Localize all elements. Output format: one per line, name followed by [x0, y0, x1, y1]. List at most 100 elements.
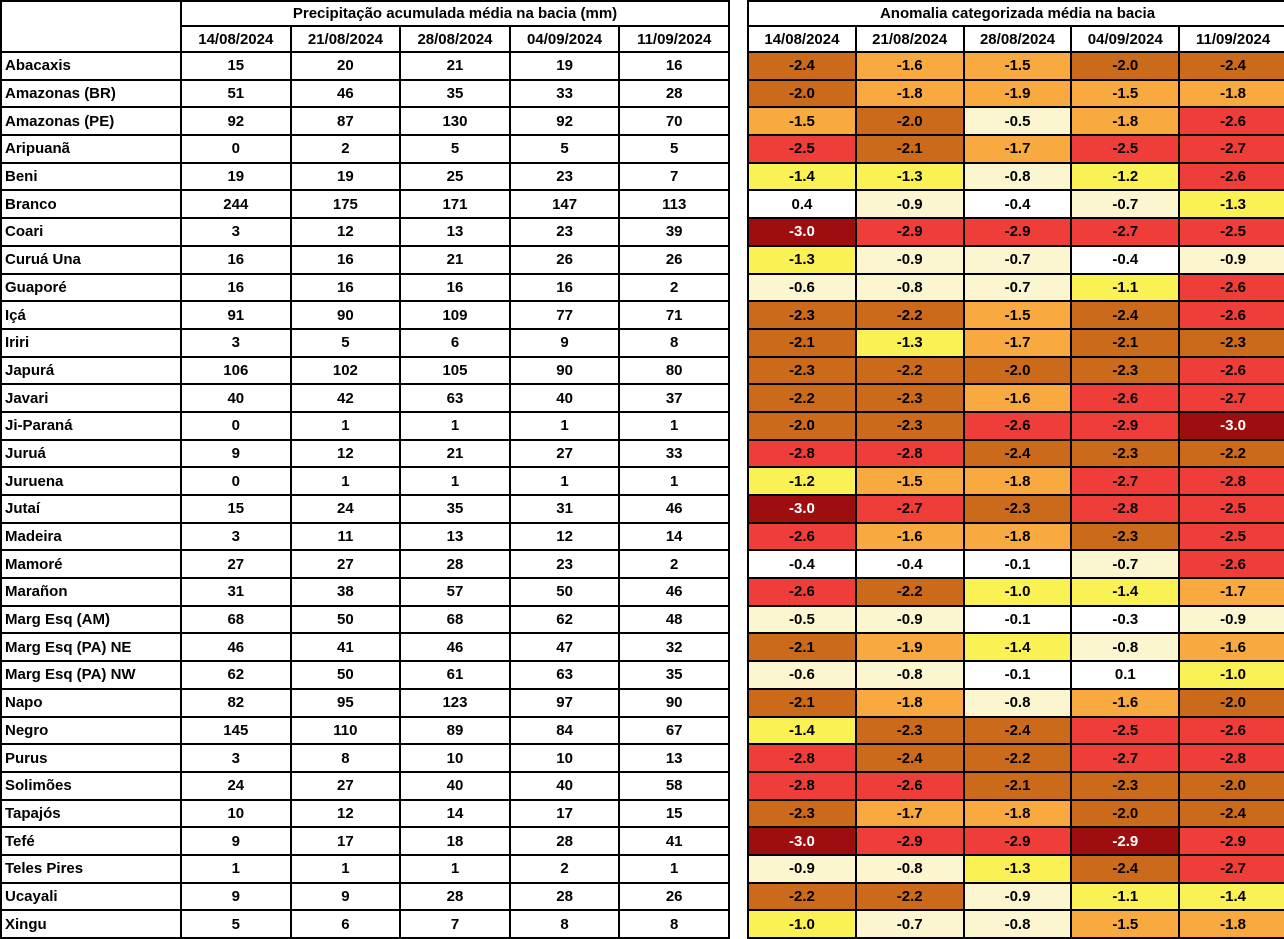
- precip-value-cell: 1: [180, 853, 292, 884]
- anomaly-value-cell: -2.6: [1178, 715, 1284, 746]
- precip-value-cell: 91: [180, 300, 292, 330]
- precip-value-cell: 1: [399, 410, 511, 441]
- precip-value-cell: 5: [399, 134, 511, 164]
- anomaly-value-cell: -1.8: [1178, 78, 1284, 109]
- precip-value-cell: 244: [180, 189, 292, 220]
- date-header: 14/08/2024: [180, 25, 292, 53]
- precip-value-cell: 47: [508, 632, 621, 663]
- anomaly-value-cell: -1.4: [962, 632, 1073, 663]
- anomaly-value-cell: -1.6: [854, 51, 965, 81]
- anomaly-value-cell: -0.7: [1070, 549, 1181, 580]
- anomaly-value-cell: -2.8: [1178, 466, 1284, 496]
- anomaly-value-cell: -3.0: [747, 494, 857, 524]
- anomaly-value-cell: -2.9: [854, 217, 965, 247]
- table-row: Amazonas (PE) 92 87 130 92 70: [0, 106, 731, 137]
- anomaly-value-cell: -2.4: [1178, 51, 1284, 81]
- precip-value-cell: 105: [399, 355, 511, 386]
- anomaly-value-cell: -2.4: [747, 51, 857, 81]
- anomaly-value-cell: -2.5: [1070, 134, 1181, 164]
- precip-value-cell: 12: [508, 521, 621, 552]
- precip-value-cell: 28: [399, 881, 511, 912]
- anomaly-value-cell: -2.4: [962, 438, 1073, 469]
- anomaly-value-cell: -2.0: [962, 355, 1073, 386]
- anomaly-value-cell: -2.3: [1070, 770, 1181, 801]
- precip-value-cell: 92: [180, 106, 292, 137]
- anomaly-value-cell: -2.3: [1070, 438, 1181, 469]
- anomaly-value-cell: -3.0: [747, 217, 857, 247]
- anomaly-value-cell: -2.9: [1070, 410, 1181, 441]
- anomaly-value-cell: -2.3: [854, 383, 965, 413]
- table-row: -2.2 -2.3 -1.6 -2.6 -2.7: [747, 383, 1284, 413]
- anomaly-value-cell: -0.7: [962, 272, 1073, 303]
- table-row: Xingu 5 6 7 8 8: [0, 909, 731, 939]
- anomaly-value-cell: -2.1: [962, 770, 1073, 801]
- precip-value-cell: 10: [399, 743, 511, 773]
- anomaly-value-cell: -1.3: [747, 244, 857, 275]
- precip-value-cell: 27: [289, 549, 402, 580]
- anomaly-value-cell: -0.4: [962, 189, 1073, 220]
- anomaly-value-cell: -0.9: [854, 189, 965, 220]
- table-row: -2.3 -2.2 -1.5 -2.4 -2.6: [747, 300, 1284, 330]
- anomaly-value-cell: -1.6: [1070, 687, 1181, 718]
- basin-name-cell: Xingu: [0, 909, 182, 939]
- table-row: Marg Esq (AM) 68 50 68 62 48: [0, 604, 731, 635]
- precip-value-cell: 33: [508, 78, 621, 109]
- table-row: Aripuanã 0 2 5 5 5: [0, 134, 731, 164]
- precip-value-cell: 25: [399, 161, 511, 192]
- anomaly-value-cell: -0.9: [962, 881, 1073, 912]
- anomaly-value-cell: -2.2: [747, 881, 857, 912]
- table-row: Ucayali 9 9 28 28 26: [0, 881, 731, 912]
- anomaly-value-cell: -0.8: [962, 161, 1073, 192]
- precip-value-cell: 77: [508, 300, 621, 330]
- precip-value-cell: 6: [289, 909, 402, 939]
- precip-value-cell: 1: [399, 466, 511, 496]
- precipitation-date-header-row: 14/08/2024 21/08/2024 28/08/2024 04/09/2024…: [1, 25, 731, 53]
- precip-value-cell: 38: [289, 577, 402, 607]
- anomaly-value-cell: -1.7: [1178, 577, 1284, 607]
- precip-value-cell: 31: [508, 494, 621, 524]
- precip-value-cell: 1: [618, 853, 731, 884]
- table-row: -1.4 -2.3 -2.4 -2.5 -2.6: [747, 715, 1284, 746]
- precip-value-cell: 40: [508, 770, 621, 801]
- basin-name-cell: Juruena: [0, 466, 182, 496]
- anomaly-value-cell: -2.0: [1070, 798, 1181, 829]
- basin-name-cell: Japurá: [0, 355, 182, 386]
- basin-name-cell: Abacaxis: [0, 51, 182, 81]
- precip-value-cell: 28: [508, 826, 621, 856]
- corner-cell: [0, 0, 182, 53]
- basin-name-cell: Içá: [0, 300, 182, 330]
- anomaly-value-cell: -2.6: [962, 410, 1073, 441]
- anomaly-table: Anomalia categorizada média na bacia 14/…: [747, 0, 1284, 939]
- anomaly-value-cell: -1.4: [747, 161, 857, 192]
- table-row: -2.4 -1.6 -1.5 -2.0 -2.4: [747, 51, 1284, 81]
- precip-value-cell: 33: [618, 438, 731, 469]
- anomaly-value-cell: -2.4: [962, 715, 1073, 746]
- table-row: Jutaí 15 24 35 31 46: [0, 494, 731, 524]
- anomaly-value-cell: -2.2: [854, 300, 965, 330]
- precip-value-cell: 10: [180, 798, 292, 829]
- precip-value-cell: 106: [180, 355, 292, 386]
- precip-value-cell: 82: [180, 687, 292, 718]
- table-row: -3.0 -2.9 -2.9 -2.9 -2.9: [747, 826, 1284, 856]
- anomaly-value-cell: -2.7: [1178, 134, 1284, 164]
- precip-value-cell: 1: [289, 410, 402, 441]
- anomaly-value-cell: -1.6: [962, 383, 1073, 413]
- precip-value-cell: 50: [289, 660, 402, 690]
- precip-value-cell: 2: [618, 272, 731, 303]
- precip-value-cell: 1: [289, 853, 402, 884]
- precip-value-cell: 12: [289, 438, 402, 469]
- precip-value-cell: 6: [399, 327, 511, 358]
- precip-value-cell: 26: [618, 881, 731, 912]
- anomaly-value-cell: -2.4: [854, 743, 965, 773]
- precip-value-cell: 16: [399, 272, 511, 303]
- anomaly-value-cell: -0.5: [962, 106, 1073, 137]
- precip-value-cell: 63: [508, 660, 621, 690]
- anomaly-value-cell: -0.8: [962, 909, 1073, 939]
- anomaly-value-cell: -0.8: [854, 272, 965, 303]
- anomaly-value-cell: -1.5: [854, 466, 965, 496]
- anomaly-value-cell: -0.8: [854, 660, 965, 690]
- precipitation-table-title: Precipitação acumulada média na bacia (m…: [179, 0, 731, 27]
- anomaly-value-cell: -2.0: [747, 78, 857, 109]
- table-row: Abacaxis 15 20 21 19 16: [0, 51, 731, 81]
- table-row: Javari 40 42 63 40 37: [0, 383, 731, 413]
